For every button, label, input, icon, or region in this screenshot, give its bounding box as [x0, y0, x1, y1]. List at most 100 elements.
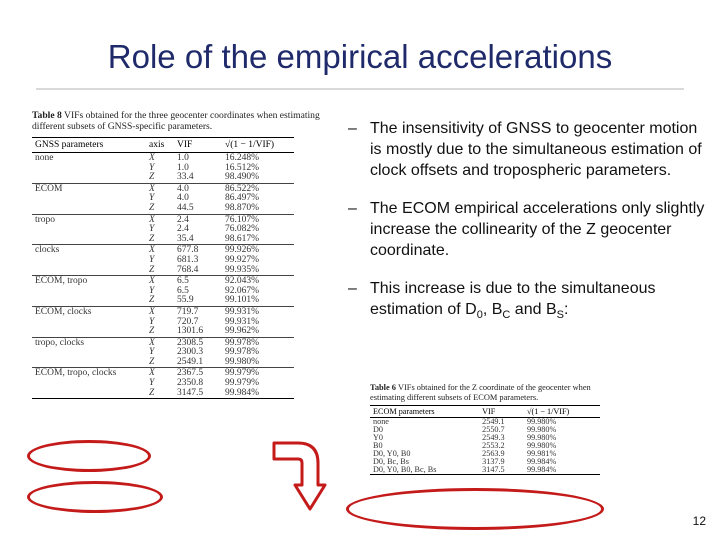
vif-cell: 2549.1: [177, 356, 204, 367]
axis-cell: Z: [149, 172, 155, 183]
table-row: ECOM, clocks X 719.7 99.931%: [32, 305, 294, 318]
table-8-caption-label: Table 8: [32, 110, 62, 121]
vif-cell: 4.0: [174, 182, 222, 195]
bullet-item: – The ECOM empirical accelerations only …: [348, 198, 708, 261]
table-row: D0 2550.7 99.980%: [370, 425, 600, 434]
percent-cell: 99.980%: [526, 425, 557, 434]
header-ecom-parameters: ECOM parameters: [370, 405, 480, 418]
bullet-dash: –: [348, 120, 357, 137]
vif-cell: 2367.5: [174, 367, 222, 380]
vif-cell: 768.4: [177, 264, 199, 275]
table-row: Y 1.0 16.512%: [32, 162, 294, 174]
vif-cell: 35.4: [177, 233, 194, 244]
table-row: Z 1301.6 99.962%: [32, 326, 294, 337]
axis-cell: Z: [149, 233, 155, 244]
axis-cell: X: [146, 336, 174, 349]
table-8: GNSS parameters axis VIF √(1 − 1/VIF) no…: [32, 137, 294, 400]
percent-cell: 98.490%: [225, 172, 260, 183]
percent-cell: 99.980%: [526, 433, 557, 442]
table-row: Z 33.4 98.490%: [32, 172, 294, 183]
percent-cell: 98.617%: [225, 233, 260, 244]
axis-cell: X: [146, 213, 174, 226]
table-row: ECOM, tropo, clocks X 2367.5 99.979%: [32, 367, 294, 380]
bullet-text: The ECOM empirical accelerations only sl…: [370, 200, 705, 259]
percent-cell: 99.981%: [526, 449, 557, 458]
bullet-text: This increase is due to the simultaneous…: [370, 280, 656, 322]
vif-cell: 55.9: [177, 295, 194, 306]
percent-cell: 99.935%: [225, 264, 260, 275]
header-vif: VIF: [174, 137, 222, 153]
table-row: Z 44.5 98.870%: [32, 202, 294, 214]
axis-cell: Y: [149, 162, 155, 173]
vif-cell: 6.5: [177, 285, 189, 296]
percent-cell: 86.522%: [222, 182, 294, 195]
bullet-text: The insensitivity of GNSS to geocenter m…: [370, 120, 702, 179]
vif-cell: 720.7: [177, 316, 199, 327]
group-label: tropo: [32, 213, 146, 226]
percent-cell: 99.984%: [523, 466, 600, 475]
highlight-oval-table-6: [346, 488, 604, 530]
vif-cell: 44.5: [177, 202, 194, 213]
axis-cell: X: [146, 182, 174, 195]
param-cell: B0: [373, 441, 383, 450]
vif-cell: 1.0: [177, 162, 189, 173]
table-row: Y 2300.3 99.978%: [32, 348, 294, 358]
table-row: Y 681.3 99.927%: [32, 254, 294, 266]
header-vif: VIF: [479, 405, 524, 418]
vif-cell: 6.5: [174, 275, 222, 287]
header-collinearity: √(1 − 1/VIF): [222, 137, 294, 153]
axis-cell: Z: [149, 264, 155, 275]
axis-cell: X: [146, 305, 174, 318]
axis-cell: X: [146, 244, 174, 256]
vif-cell: 2300.3: [177, 347, 204, 358]
page-number: 12: [692, 514, 706, 528]
table-row: B0 2553.2 99.980%: [370, 441, 600, 450]
table-row: tropo X 2.4 76.107%: [32, 213, 294, 226]
table-row: Z 768.4 99.935%: [32, 264, 294, 276]
header-axis: axis: [146, 137, 174, 153]
table-row: Z 55.9 99.101%: [32, 295, 294, 306]
axis-cell: X: [146, 151, 174, 164]
highlight-oval-ecom-tropo-clocks: [27, 481, 163, 513]
curved-arrow-icon: [272, 441, 327, 511]
axis-cell: Z: [149, 326, 155, 337]
vif-cell: 33.4: [177, 172, 194, 183]
table-row: D0, Y0, B0 2563.9 99.981%: [370, 449, 600, 458]
table-row: Y 2350.8 99.979%: [32, 378, 294, 389]
percent-cell: 99.962%: [225, 326, 260, 337]
percent-cell: 99.926%: [222, 244, 294, 256]
vif-cell: 681.3: [177, 254, 199, 265]
axis-cell: Z: [149, 202, 155, 213]
table-row: Z 3147.5 99.984%: [32, 388, 294, 400]
bullet-dash: –: [348, 200, 357, 217]
group-label: ECOM: [32, 182, 146, 195]
percent-cell: 99.101%: [225, 295, 260, 306]
table-row: Z 35.4 98.617%: [32, 233, 294, 245]
percent-cell: 99.980%: [526, 441, 557, 450]
percent-cell: 99.980%: [225, 356, 260, 367]
highlight-oval-tropo-clocks: [27, 440, 151, 472]
vif-cell: 2549.3: [482, 433, 505, 442]
table-row: Y 720.7 99.931%: [32, 316, 294, 328]
axis-cell: Y: [149, 347, 155, 358]
vif-cell: 1.0: [174, 151, 222, 164]
vif-cell: 2350.8: [177, 378, 204, 389]
percent-cell: 99.978%: [225, 347, 260, 358]
param-cell: D0, Y0, B0: [373, 449, 411, 458]
param-cell: none: [373, 417, 389, 426]
percent-cell: 76.107%: [222, 213, 294, 226]
percent-cell: 76.082%: [225, 224, 260, 235]
header-collinearity: √(1 − 1/VIF): [523, 405, 600, 418]
percent-cell: 99.978%: [222, 336, 294, 349]
table-row: ECOM X 4.0 86.522%: [32, 182, 294, 195]
group-label: ECOM, clocks: [32, 305, 146, 318]
table-8-caption-text: VIFs obtained for the three geocenter co…: [32, 110, 320, 132]
param-cell: D0, Y0, B0, Bc, Bs: [370, 466, 480, 475]
vif-cell: 2549.1: [482, 417, 505, 426]
axis-cell: Z: [149, 295, 155, 306]
percent-cell: 99.980%: [526, 417, 557, 426]
group-label: clocks: [32, 244, 146, 256]
vif-cell: 2550.7: [482, 425, 505, 434]
percent-cell: 92.043%: [222, 275, 294, 287]
percent-cell: 99.931%: [222, 305, 294, 318]
